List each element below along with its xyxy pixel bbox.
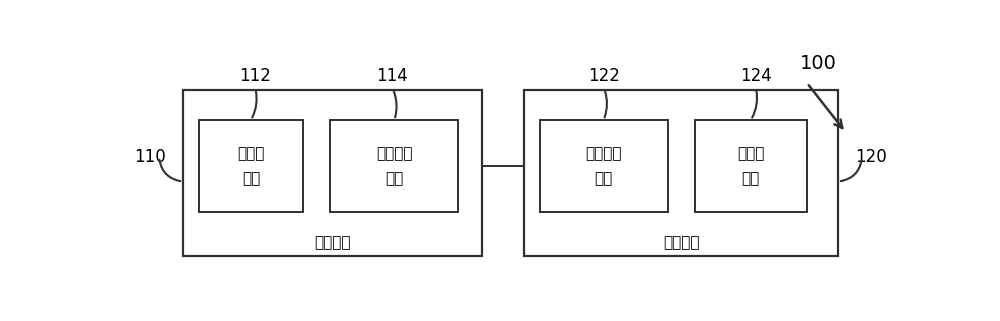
Text: 100: 100 xyxy=(800,54,837,73)
Text: 载运端: 载运端 xyxy=(737,146,765,161)
Text: 112: 112 xyxy=(239,66,271,85)
Text: 120: 120 xyxy=(855,148,887,166)
Text: 租赁处理: 租赁处理 xyxy=(376,146,413,161)
Bar xyxy=(695,120,807,212)
Text: 110: 110 xyxy=(134,148,166,166)
Text: 模块: 模块 xyxy=(242,171,260,186)
Bar xyxy=(524,91,838,256)
Text: 管理平台: 管理平台 xyxy=(314,235,351,250)
Bar xyxy=(540,120,668,212)
Text: 客户端: 客户端 xyxy=(237,146,265,161)
Text: 模块: 模块 xyxy=(742,171,760,186)
Text: 模块: 模块 xyxy=(385,171,403,186)
Text: 物流平台: 物流平台 xyxy=(663,235,699,250)
Text: 122: 122 xyxy=(588,66,620,85)
Text: 模块: 模块 xyxy=(594,171,613,186)
Bar xyxy=(330,120,458,212)
Bar xyxy=(199,120,303,212)
Bar xyxy=(183,91,482,256)
Text: 114: 114 xyxy=(376,66,408,85)
Text: 配送处理: 配送处理 xyxy=(585,146,622,161)
Text: 124: 124 xyxy=(740,66,772,85)
